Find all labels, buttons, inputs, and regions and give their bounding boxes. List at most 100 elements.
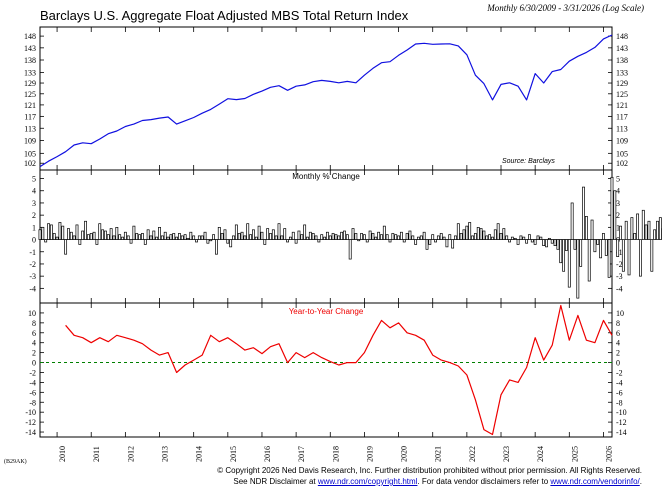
- bar: [519, 235, 523, 240]
- y-tick-label-left: 2: [32, 349, 36, 358]
- bar: [126, 235, 130, 240]
- bar: [72, 235, 76, 240]
- bar: [232, 235, 235, 240]
- bar: [604, 239, 608, 256]
- y-tick-label-left: 113: [24, 124, 36, 133]
- bar: [434, 239, 437, 243]
- bar: [579, 239, 583, 267]
- bar: [220, 233, 224, 240]
- bar: [559, 239, 563, 264]
- y-tick-label-left: -8: [29, 398, 36, 407]
- y-tick-label-left: 117: [24, 112, 36, 121]
- bar: [337, 235, 341, 240]
- bar: [294, 239, 298, 244]
- bar: [192, 235, 196, 240]
- y-tick-label-left: 10: [28, 309, 36, 318]
- x-tick-label: 2014: [195, 446, 204, 462]
- vendorinfo-link[interactable]: www.ndr.com/vendorinfo/: [550, 477, 640, 486]
- bar: [149, 235, 153, 240]
- bar: [229, 239, 233, 248]
- y-tick-label-right: 121: [616, 101, 628, 110]
- y-tick-label-left: -2: [29, 260, 36, 269]
- bar: [314, 235, 318, 240]
- bar: [280, 235, 284, 240]
- y-tick-label-left: -3: [29, 272, 36, 281]
- y-tick-label-right: 10: [616, 309, 624, 318]
- bar: [451, 239, 455, 249]
- bar: [104, 230, 107, 240]
- bar: [533, 239, 537, 245]
- bar: [98, 223, 102, 240]
- bar: [590, 219, 594, 240]
- y-tick-label-right: 125: [616, 90, 628, 99]
- bar: [132, 225, 136, 240]
- bar: [402, 239, 406, 243]
- y-tick-label-left: -1: [29, 248, 36, 257]
- y-tick-label-right: 8: [616, 319, 620, 328]
- y-tick-label-left: 102: [24, 159, 36, 168]
- bar: [343, 230, 346, 240]
- bar: [425, 239, 429, 250]
- y-tick-label-right: -8: [616, 398, 623, 407]
- bar: [641, 209, 645, 240]
- disclaimer-suffix: .: [639, 477, 642, 486]
- y-tick-label-right: 105: [616, 149, 628, 158]
- bar: [38, 229, 42, 240]
- bar: [385, 234, 389, 240]
- y-tick-label-right: 117: [616, 112, 628, 121]
- bar: [522, 236, 526, 240]
- bar: [550, 239, 554, 244]
- x-tick-label: 2021: [434, 446, 443, 462]
- bar: [562, 239, 566, 272]
- y-tick-label-right: 1: [616, 223, 620, 232]
- y-tick-label-right: -2: [616, 368, 623, 377]
- bar: [516, 239, 520, 245]
- bar: [206, 239, 210, 244]
- series-line-year_to_year_change: [65, 304, 613, 436]
- bar: [155, 236, 159, 240]
- series-line-index: [39, 34, 613, 168]
- y-tick-label-right: 129: [616, 79, 628, 88]
- y-tick-label-right: 148: [616, 32, 628, 41]
- bar: [417, 236, 420, 240]
- copyright-link[interactable]: www.ndr.com/copyright.html: [317, 477, 418, 486]
- y-tick-label-left: 133: [24, 69, 36, 78]
- bar: [115, 227, 119, 240]
- bar: [513, 237, 517, 240]
- bar: [442, 236, 446, 240]
- chart-title: Barclays U.S. Aggregate Float Adjusted M…: [40, 8, 409, 23]
- bar: [360, 233, 363, 240]
- bar: [323, 236, 326, 240]
- x-tick-label: 2019: [365, 446, 374, 462]
- bar: [371, 233, 375, 240]
- y-tick-label-right: -4: [616, 284, 623, 293]
- bar: [252, 229, 255, 240]
- bar: [565, 239, 568, 251]
- disclaimer-footer: See NDR Disclaimer at www.ndr.com/copyri…: [233, 477, 642, 486]
- bar: [257, 225, 261, 240]
- y-tick-label-left: -4: [29, 378, 36, 387]
- y-tick-label-left: 5: [32, 175, 36, 184]
- y-tick-label-right: -12: [616, 418, 627, 427]
- bar: [394, 234, 398, 240]
- bar: [658, 217, 662, 240]
- bar: [183, 234, 187, 240]
- bar: [240, 231, 244, 240]
- bar: [525, 239, 529, 244]
- bar: [172, 233, 176, 240]
- bar: [112, 235, 116, 240]
- bar: [308, 231, 312, 240]
- bar: [382, 225, 386, 240]
- bar: [616, 239, 620, 257]
- bar: [61, 225, 65, 240]
- bar: [405, 233, 409, 240]
- bar: [266, 228, 270, 240]
- bar: [545, 239, 548, 248]
- bar: [411, 235, 415, 240]
- panel-title-monthly: Monthly % Change: [292, 172, 360, 181]
- bar: [644, 224, 648, 240]
- bar: [502, 228, 506, 240]
- bar: [246, 223, 250, 240]
- bar: [158, 227, 161, 240]
- bar: [47, 223, 50, 240]
